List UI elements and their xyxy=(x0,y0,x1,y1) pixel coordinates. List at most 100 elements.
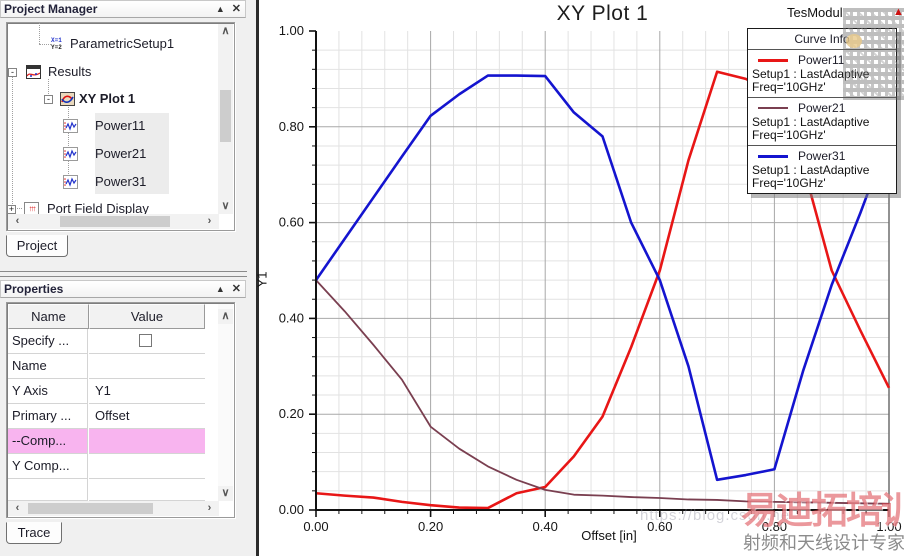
scroll-down-icon[interactable]: ∨ xyxy=(218,199,233,214)
series-name: Power31 xyxy=(798,149,846,163)
scrollbar-thumb[interactable] xyxy=(28,503,153,514)
svg-text:0.40: 0.40 xyxy=(279,310,304,325)
tree-connector xyxy=(12,208,22,209)
tree-item-power11[interactable]: Power11 xyxy=(7,118,217,135)
tree-item-xy-plot-1[interactable]: - XY Plot 1 xyxy=(7,91,217,108)
tree-item-label: Port Field Display xyxy=(47,201,149,216)
tree-item-power21[interactable]: Power21 xyxy=(7,146,217,163)
tree-item-results[interactable]: - Results xyxy=(7,64,217,81)
properties-title: Properties xyxy=(4,282,64,296)
chart-title: XY Plot 1 xyxy=(556,2,649,25)
scroll-left-icon[interactable]: ‹ xyxy=(10,501,25,516)
tree-connector xyxy=(39,23,40,44)
tree-connector xyxy=(48,79,49,98)
table-row[interactable]: Y Axis Y1 xyxy=(8,379,205,404)
series-setup: Setup1 : LastAdaptive xyxy=(752,163,870,177)
scroll-right-icon[interactable]: › xyxy=(202,214,217,229)
scrollbar-thumb[interactable] xyxy=(220,90,231,142)
series-setup: Setup1 : LastAdaptive xyxy=(752,115,870,129)
window-divider[interactable] xyxy=(256,0,259,556)
svg-text:0.00: 0.00 xyxy=(303,519,328,534)
tree-item-label: ParametricSetup1 xyxy=(70,36,175,51)
close-icon[interactable]: ✕ xyxy=(231,3,241,15)
table-row[interactable]: Y Comp... xyxy=(8,454,205,479)
tree-item-power31[interactable]: Power31 xyxy=(7,174,217,191)
properties-horizontal-scrollbar[interactable]: ‹ › xyxy=(8,501,219,516)
qr-watermark-blob xyxy=(846,34,862,48)
svg-text:0.00: 0.00 xyxy=(279,502,304,517)
column-header-value[interactable]: Value xyxy=(89,304,205,329)
tree-item-port-field-display[interactable]: + ↑↑↑ Port Field Display xyxy=(7,201,217,218)
svg-text:0.60: 0.60 xyxy=(647,519,672,534)
tree-item-label: Power21 xyxy=(95,146,147,161)
tree-vertical-scrollbar[interactable]: ∧ ∨ xyxy=(218,24,233,214)
table-row[interactable]: Specify ... xyxy=(8,329,205,354)
table-row[interactable]: Name xyxy=(8,354,205,379)
legend[interactable]: Curve Info Power11 Setup1 : LastAdaptive… xyxy=(747,28,897,194)
tree-horizontal-scrollbar[interactable]: ‹ › xyxy=(8,214,219,229)
results-icon xyxy=(26,65,41,79)
tree-item-parametricsetup1[interactable]: X=1 Y=2 ParametricSetup1 xyxy=(7,36,217,53)
trace-icon xyxy=(63,119,78,133)
table-row-highlighted[interactable]: --Comp... xyxy=(8,429,205,454)
tree-connector xyxy=(12,73,13,208)
qr-watermark xyxy=(843,8,904,100)
tab-trace[interactable]: Trace xyxy=(6,522,62,544)
scroll-left-icon[interactable]: ‹ xyxy=(10,214,25,229)
tree-item-label: Results xyxy=(48,64,92,79)
series-setup: Setup1 : LastAdaptive xyxy=(752,67,870,81)
watermark-url: https://blog.csdn.ne xyxy=(640,507,791,524)
properties-table: Name Value Specify ... Name Y Axis Y1 Pr… xyxy=(6,302,235,518)
series-color-line xyxy=(758,154,788,158)
series-freq: Freq='10GHz' xyxy=(752,176,826,190)
svg-text:0.60: 0.60 xyxy=(279,215,304,230)
table-row[interactable]: Primary ... Offset xyxy=(8,404,205,429)
scroll-up-icon[interactable]: ∧ xyxy=(218,309,233,324)
properties-vertical-scrollbar[interactable]: ∧ ∨ xyxy=(218,304,233,501)
project-tree: X=1 Y=2 ParametricSetup1 - Results - xyxy=(6,22,235,231)
collapse-expander-icon[interactable]: - xyxy=(44,95,53,104)
legend-entry-power31[interactable]: Power31 Setup1 : LastAdaptive Freq='10GH… xyxy=(748,146,896,193)
series-name: Power21 xyxy=(798,101,846,115)
svg-text:1.00: 1.00 xyxy=(876,519,901,534)
tree-item-label: Power31 xyxy=(95,174,147,189)
column-header-name[interactable]: Name xyxy=(8,304,89,329)
trace-icon xyxy=(63,147,78,161)
x-axis-label: Offset [in] xyxy=(581,528,637,543)
collapse-icon[interactable]: ▲ xyxy=(215,284,225,294)
port-field-icon: ↑↑↑ xyxy=(24,202,39,216)
watermark-brand-text: 易迪拓培训 xyxy=(741,490,904,531)
trace-icon xyxy=(63,175,78,189)
svg-text:0.80: 0.80 xyxy=(279,119,304,134)
legend-title: Curve Info xyxy=(748,29,896,50)
svg-text:0.40: 0.40 xyxy=(533,519,558,534)
design-name-label: TesModul xyxy=(787,5,843,20)
series-color-line xyxy=(758,58,788,62)
table-row-empty xyxy=(8,479,205,501)
series-color-line xyxy=(758,107,788,109)
collapse-expander-icon[interactable]: + xyxy=(7,204,16,214)
svg-text:1.00: 1.00 xyxy=(279,23,304,38)
collapse-icon[interactable]: ▲ xyxy=(215,4,225,14)
close-icon[interactable]: ✕ xyxy=(231,283,241,295)
specify-checkbox[interactable] xyxy=(139,334,152,347)
scroll-up-icon[interactable]: ∧ xyxy=(218,24,233,39)
svg-text:0.20: 0.20 xyxy=(418,519,443,534)
scroll-right-icon[interactable]: › xyxy=(202,501,217,516)
series-freq: Freq='10GHz' xyxy=(752,128,826,142)
tab-project[interactable]: Project xyxy=(6,235,68,257)
project-manager-titlebar: Project Manager ▲ ✕ xyxy=(0,0,246,18)
tree-connector xyxy=(68,107,69,182)
legend-entry-power11[interactable]: Power11 Setup1 : LastAdaptive Freq='10GH… xyxy=(748,50,896,98)
watermark-logo-icon: ▲ xyxy=(893,6,904,18)
svg-text:0.80: 0.80 xyxy=(762,519,787,534)
tree-item-label: Power11 xyxy=(95,118,146,133)
tree-connector xyxy=(39,44,51,45)
legend-entry-power21[interactable]: Power21 Setup1 : LastAdaptive Freq='10GH… xyxy=(748,98,896,146)
panel-splitter[interactable] xyxy=(0,271,247,278)
series-name: Power11 xyxy=(798,53,845,67)
scrollbar-thumb[interactable] xyxy=(60,216,170,227)
scroll-down-icon[interactable]: ∨ xyxy=(218,486,233,501)
collapse-expander-icon[interactable]: - xyxy=(8,68,17,77)
